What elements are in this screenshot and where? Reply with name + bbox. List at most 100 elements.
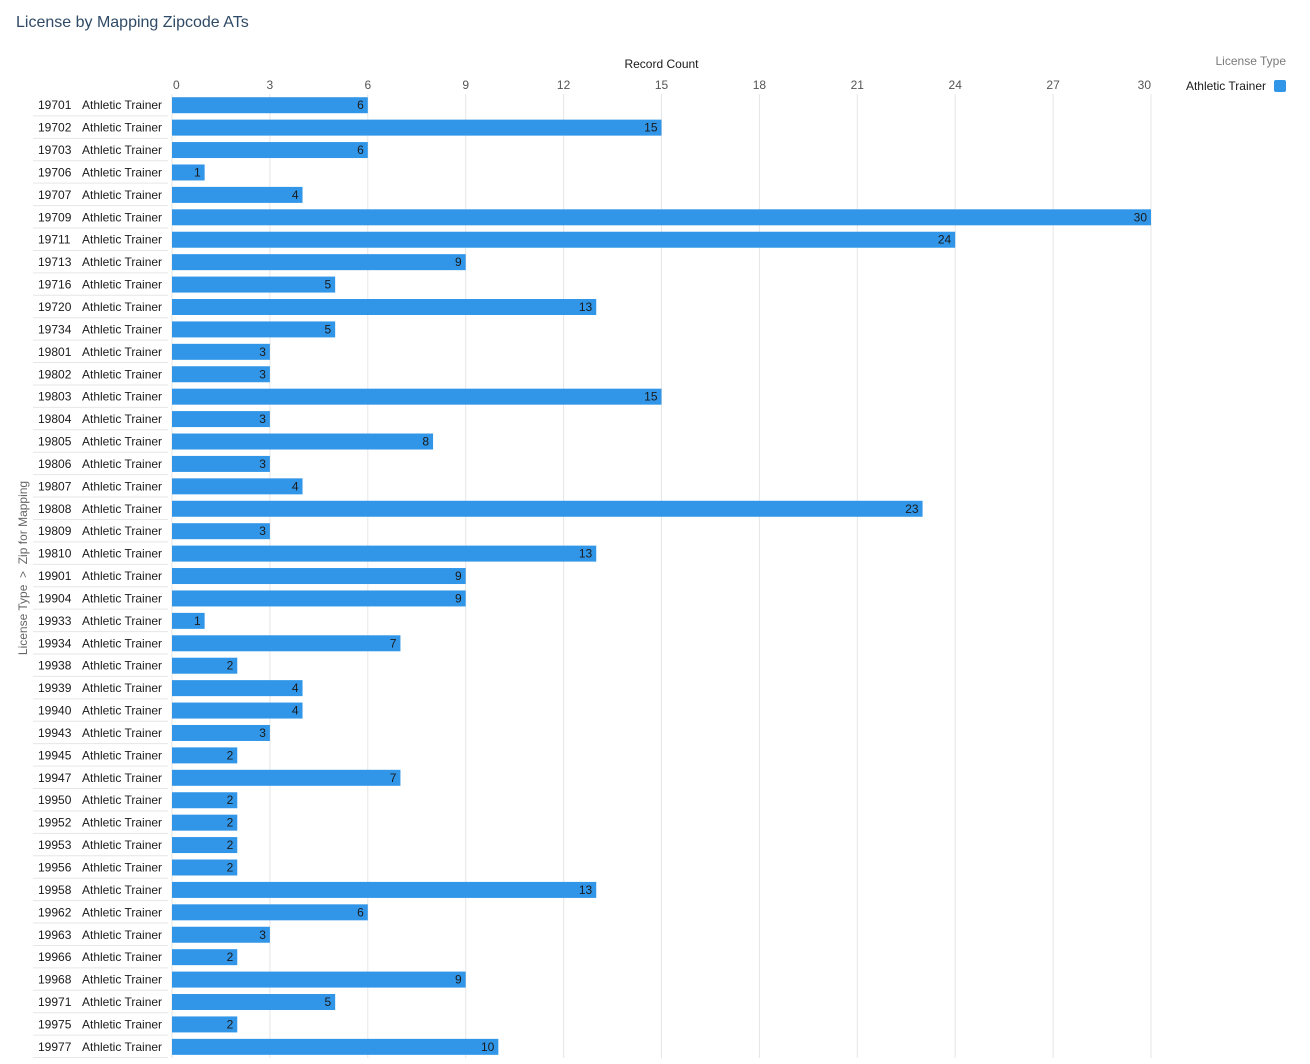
- bar-value-label: 13: [579, 547, 593, 561]
- category-zip-label: 19962: [38, 905, 72, 919]
- bar: [172, 971, 466, 988]
- bar: [172, 590, 466, 607]
- category-group-label: Athletic Trainer: [82, 479, 162, 493]
- category-zip-label: 19810: [38, 547, 72, 561]
- bar-value-label: 4: [292, 479, 299, 493]
- bar: [172, 209, 1151, 226]
- category-group-label: Athletic Trainer: [82, 748, 162, 762]
- category-zip-label: 19939: [38, 681, 72, 695]
- bar: [172, 186, 303, 203]
- bar: [172, 994, 336, 1011]
- bar-value-label: 3: [259, 457, 266, 471]
- category-group-label: Athletic Trainer: [82, 793, 162, 807]
- category-zip-label: 19938: [38, 659, 72, 673]
- bar-value-label: 9: [455, 973, 462, 987]
- bar: [172, 702, 303, 719]
- category-group-label: Athletic Trainer: [82, 121, 162, 135]
- bar-value-label: 24: [938, 233, 952, 247]
- bar-value-label: 13: [579, 300, 593, 314]
- category-zip-label: 19904: [38, 591, 72, 605]
- category-group-label: Athletic Trainer: [82, 704, 162, 718]
- category-zip-label: 19952: [38, 816, 72, 830]
- bar: [172, 119, 662, 136]
- bar-value-label: 15: [644, 121, 658, 135]
- bar: [172, 724, 270, 741]
- category-zip-label: 19945: [38, 748, 72, 762]
- bar-value-label: 3: [259, 726, 266, 740]
- bar-value-label: 2: [227, 1017, 234, 1031]
- x-tick-label: 6: [364, 78, 371, 92]
- bar: [172, 904, 368, 921]
- category-group-label: Athletic Trainer: [82, 995, 162, 1009]
- category-group-label: Athletic Trainer: [82, 233, 162, 247]
- category-zip-label: 19971: [38, 995, 72, 1009]
- category-group-label: Athletic Trainer: [82, 591, 162, 605]
- bar: [172, 97, 368, 114]
- bar: [172, 568, 466, 585]
- category-group-label: Athletic Trainer: [82, 681, 162, 695]
- bar: [172, 254, 466, 271]
- bar: [172, 366, 270, 383]
- chart-title: License by Mapping Zipcode ATs: [16, 14, 249, 31]
- bar-value-label: 3: [259, 345, 266, 359]
- bar-value-label: 2: [227, 816, 234, 830]
- bar-value-label: 4: [292, 188, 299, 202]
- x-tick-label: 18: [753, 78, 767, 92]
- category-group-label: Athletic Trainer: [82, 973, 162, 987]
- category-group-label: Athletic Trainer: [82, 860, 162, 874]
- bar: [172, 926, 270, 943]
- bar-value-label: 2: [227, 860, 234, 874]
- category-group-label: Athletic Trainer: [82, 883, 162, 897]
- bar-value-label: 2: [227, 793, 234, 807]
- bar-value-label: 23: [905, 502, 919, 516]
- category-group-label: Athletic Trainer: [82, 950, 162, 964]
- bar: [172, 455, 270, 472]
- bar-value-label: 3: [259, 928, 266, 942]
- bar: [172, 523, 270, 540]
- category-group-label: Athletic Trainer: [82, 928, 162, 942]
- x-tick-label: 30: [1138, 78, 1152, 92]
- bar-value-label: 3: [259, 367, 266, 381]
- bar: [172, 814, 238, 831]
- bar: [172, 635, 401, 652]
- category-group-label: Athletic Trainer: [82, 300, 162, 314]
- bar-value-label: 5: [324, 278, 331, 292]
- category-group-label: Athletic Trainer: [82, 412, 162, 426]
- bar-value-label: 2: [227, 950, 234, 964]
- category-group-label: Athletic Trainer: [82, 435, 162, 449]
- x-tick-label: 27: [1046, 78, 1060, 92]
- category-zip-label: 19805: [38, 435, 72, 449]
- x-tick-label: 3: [267, 78, 274, 92]
- bar-value-label: 7: [390, 771, 397, 785]
- category-group-label: Athletic Trainer: [82, 322, 162, 336]
- y-axis-label: License Type > Zip for Mapping: [16, 481, 30, 655]
- category-zip-label: 19711: [38, 233, 71, 247]
- bar-value-label: 2: [227, 838, 234, 852]
- category-group-label: Athletic Trainer: [82, 636, 162, 650]
- legend-item-athletic-trainer[interactable]: Athletic Trainer: [1186, 79, 1286, 93]
- bar-value-label: 4: [292, 704, 299, 718]
- category-group-label: Athletic Trainer: [82, 165, 162, 179]
- bar-value-label: 9: [455, 255, 462, 269]
- bar-value-label: 2: [227, 659, 234, 673]
- category-zip-label: 19950: [38, 793, 72, 807]
- x-tick-label: 24: [949, 78, 963, 92]
- bar-value-label: 6: [357, 905, 364, 919]
- bar: [172, 388, 662, 405]
- bar: [172, 612, 205, 629]
- bar: [172, 1016, 238, 1033]
- bar-value-label: 5: [324, 995, 331, 1009]
- category-group-label: Athletic Trainer: [82, 367, 162, 381]
- bar: [172, 949, 238, 966]
- bar-value-label: 5: [324, 322, 331, 336]
- bar-value-label: 13: [579, 883, 593, 897]
- legend-swatch: [1274, 80, 1286, 92]
- category-group-label: Athletic Trainer: [82, 255, 162, 269]
- bar: [172, 859, 238, 876]
- category-zip-label: 19966: [38, 950, 72, 964]
- category-zip-label: 19806: [38, 457, 72, 471]
- bar: [172, 837, 238, 854]
- category-zip-label: 19716: [38, 278, 72, 292]
- category-group-label: Athletic Trainer: [82, 816, 162, 830]
